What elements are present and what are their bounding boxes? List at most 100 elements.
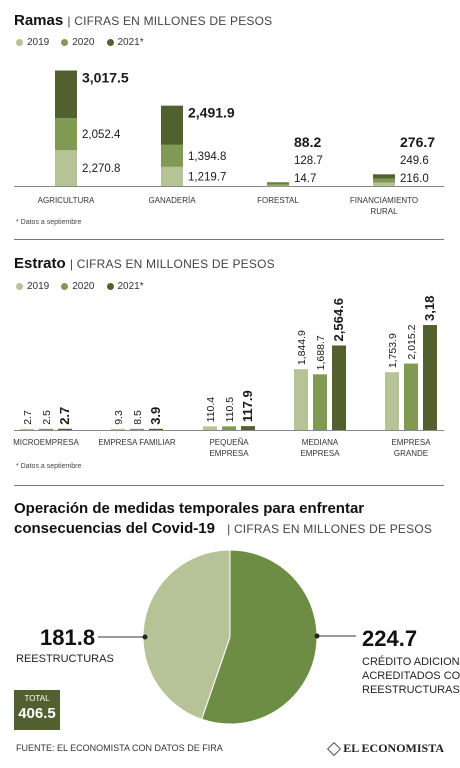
category-label: EMPRESA [391, 438, 431, 447]
legend-item-2021: 2021* [106, 37, 144, 48]
legend-label: 2019 [27, 281, 50, 292]
value-label: 224.7 [362, 626, 417, 651]
estrato-title: Estrato [14, 255, 66, 272]
covid-pie-chart: 224.7 CRÉDITO ADICIONAL ACREDITADOS CON REE… [16, 549, 460, 725]
value-label: 3,017.5 [82, 70, 129, 86]
legend-label: 2021* [117, 281, 144, 292]
bar-segment [55, 150, 77, 186]
bar [404, 363, 418, 430]
value-label: 3,185.0 [422, 295, 437, 321]
leader-dot [142, 634, 148, 640]
category-label: FINANCIAMIENTO [350, 196, 418, 205]
covid-subtitle: | CIFRAS EN MILLONES DE PESOS [227, 522, 433, 536]
bar [241, 426, 255, 430]
value-label: 8.5 [132, 410, 144, 425]
value-label: 2,491.9 [188, 105, 235, 121]
legend-item-2019: 2019 [16, 37, 49, 48]
value-label: 249.6 [400, 155, 429, 167]
value-label: 110.4 [205, 397, 217, 423]
value-label: 2,052.4 [82, 129, 121, 141]
bar-segment [267, 182, 289, 184]
bar-segment [55, 117, 77, 151]
brand-name: EL ECONOMISTA [343, 741, 444, 755]
slice-label: REESTRUCTURAS [16, 653, 114, 665]
value-label: 276.7 [400, 134, 435, 150]
value-label: 2,270.8 [82, 163, 120, 175]
legend-label: 2020 [72, 281, 95, 292]
legend-item-2019: 2019 [16, 281, 49, 292]
value-label: 2,564.6 [331, 298, 346, 341]
value-label: 181.8 [40, 625, 95, 650]
brand-diamond-icon [327, 741, 342, 756]
value-label: 1,394.8 [188, 151, 226, 163]
section-divider [14, 239, 444, 240]
covid-title-line1: Operación de medidas temporales para enf… [14, 500, 365, 517]
ramas-title: Ramas [14, 12, 64, 29]
value-label: 110.5 [224, 397, 236, 423]
bar-segment [267, 185, 289, 187]
leader-dot [314, 633, 320, 639]
bar [423, 325, 437, 430]
category-label: EMPRESA FAMILIAR [98, 438, 176, 447]
estrato-legend: 2019 2020 2021* [16, 281, 144, 292]
ramas-subtitle: | CIFRAS EN MILLONES DE PESOS [67, 14, 273, 28]
value-label: 1,844.9 [296, 330, 308, 365]
bar [58, 428, 72, 430]
value-label: 14.7 [294, 173, 316, 185]
bar-segment [373, 182, 395, 186]
brand-logo: EL ECONOMISTA [327, 741, 444, 756]
category-label: FORESTAL [257, 196, 299, 205]
source-note: FUENTE: EL ECONOMISTA CON DATOS DE FIRA [16, 743, 223, 753]
bar-segment [161, 144, 183, 167]
ramas-heading: Ramas | CIFRAS EN MILLONES DE PESOS [14, 12, 272, 29]
total-label: TOTAL [24, 694, 50, 703]
legend-swatch [61, 283, 69, 290]
legend-item-2020: 2020 [61, 37, 95, 48]
ramas-legend: 2019 2020 2021* [16, 37, 144, 48]
category-label: PEQUEÑA [209, 438, 249, 447]
category-label: AGRICULTURA [38, 196, 95, 205]
slice-label: ACREDITADOS CON [362, 670, 460, 682]
value-label: 2.5 [41, 410, 53, 425]
bar [385, 372, 399, 430]
value-label: 88.2 [294, 134, 321, 150]
bar [203, 426, 217, 430]
category-label: EMPRESA [209, 449, 249, 458]
estrato-footnote: * Datos a septiembre [16, 463, 82, 470]
covid-title-line2: consecuencias del Covid-19 [14, 520, 215, 537]
category-label: GANADERÍA [148, 196, 196, 205]
bar-segment [161, 105, 183, 145]
legend-swatch [16, 283, 23, 290]
value-label: 1,688.7 [315, 335, 327, 370]
covid-heading: Operación de medidas temporales para enf… [14, 499, 432, 539]
bar [20, 428, 34, 430]
total-box: TOTAL 406.5 [14, 690, 60, 730]
bar [332, 345, 346, 430]
bar-segment [373, 174, 395, 179]
category-label: EMPRESA [300, 449, 340, 458]
slice-label: CRÉDITO ADICIONAL [362, 655, 460, 668]
legend-label: 2020 [72, 37, 95, 48]
category-label: RURAL [370, 207, 398, 216]
bar [111, 428, 125, 430]
value-label: 2.7 [57, 407, 72, 425]
category-label: MEDIANA [302, 438, 339, 447]
value-label: 216.0 [400, 173, 429, 185]
value-label: 9.3 [113, 410, 125, 425]
bar-segment [55, 70, 77, 118]
value-label: 128.7 [294, 155, 323, 167]
bar-segment [267, 183, 289, 186]
legend-swatch [106, 39, 114, 46]
bar [313, 374, 327, 430]
category-label: GRANDE [394, 449, 428, 458]
value-label: 1,219.7 [188, 171, 226, 183]
legend-swatch [16, 39, 23, 46]
legend-label: 2021* [117, 37, 144, 48]
bar-segment [373, 178, 395, 183]
value-label: 2.7 [22, 410, 34, 425]
ramas-chart: 2,270.8 2,052.4 3,017.5 AGRICULTURA 1,219.7 1… [14, 70, 444, 216]
bar-segment [161, 166, 183, 186]
legend-item-2020: 2020 [61, 281, 95, 292]
category-label: MICROEMPRESA [13, 438, 79, 447]
